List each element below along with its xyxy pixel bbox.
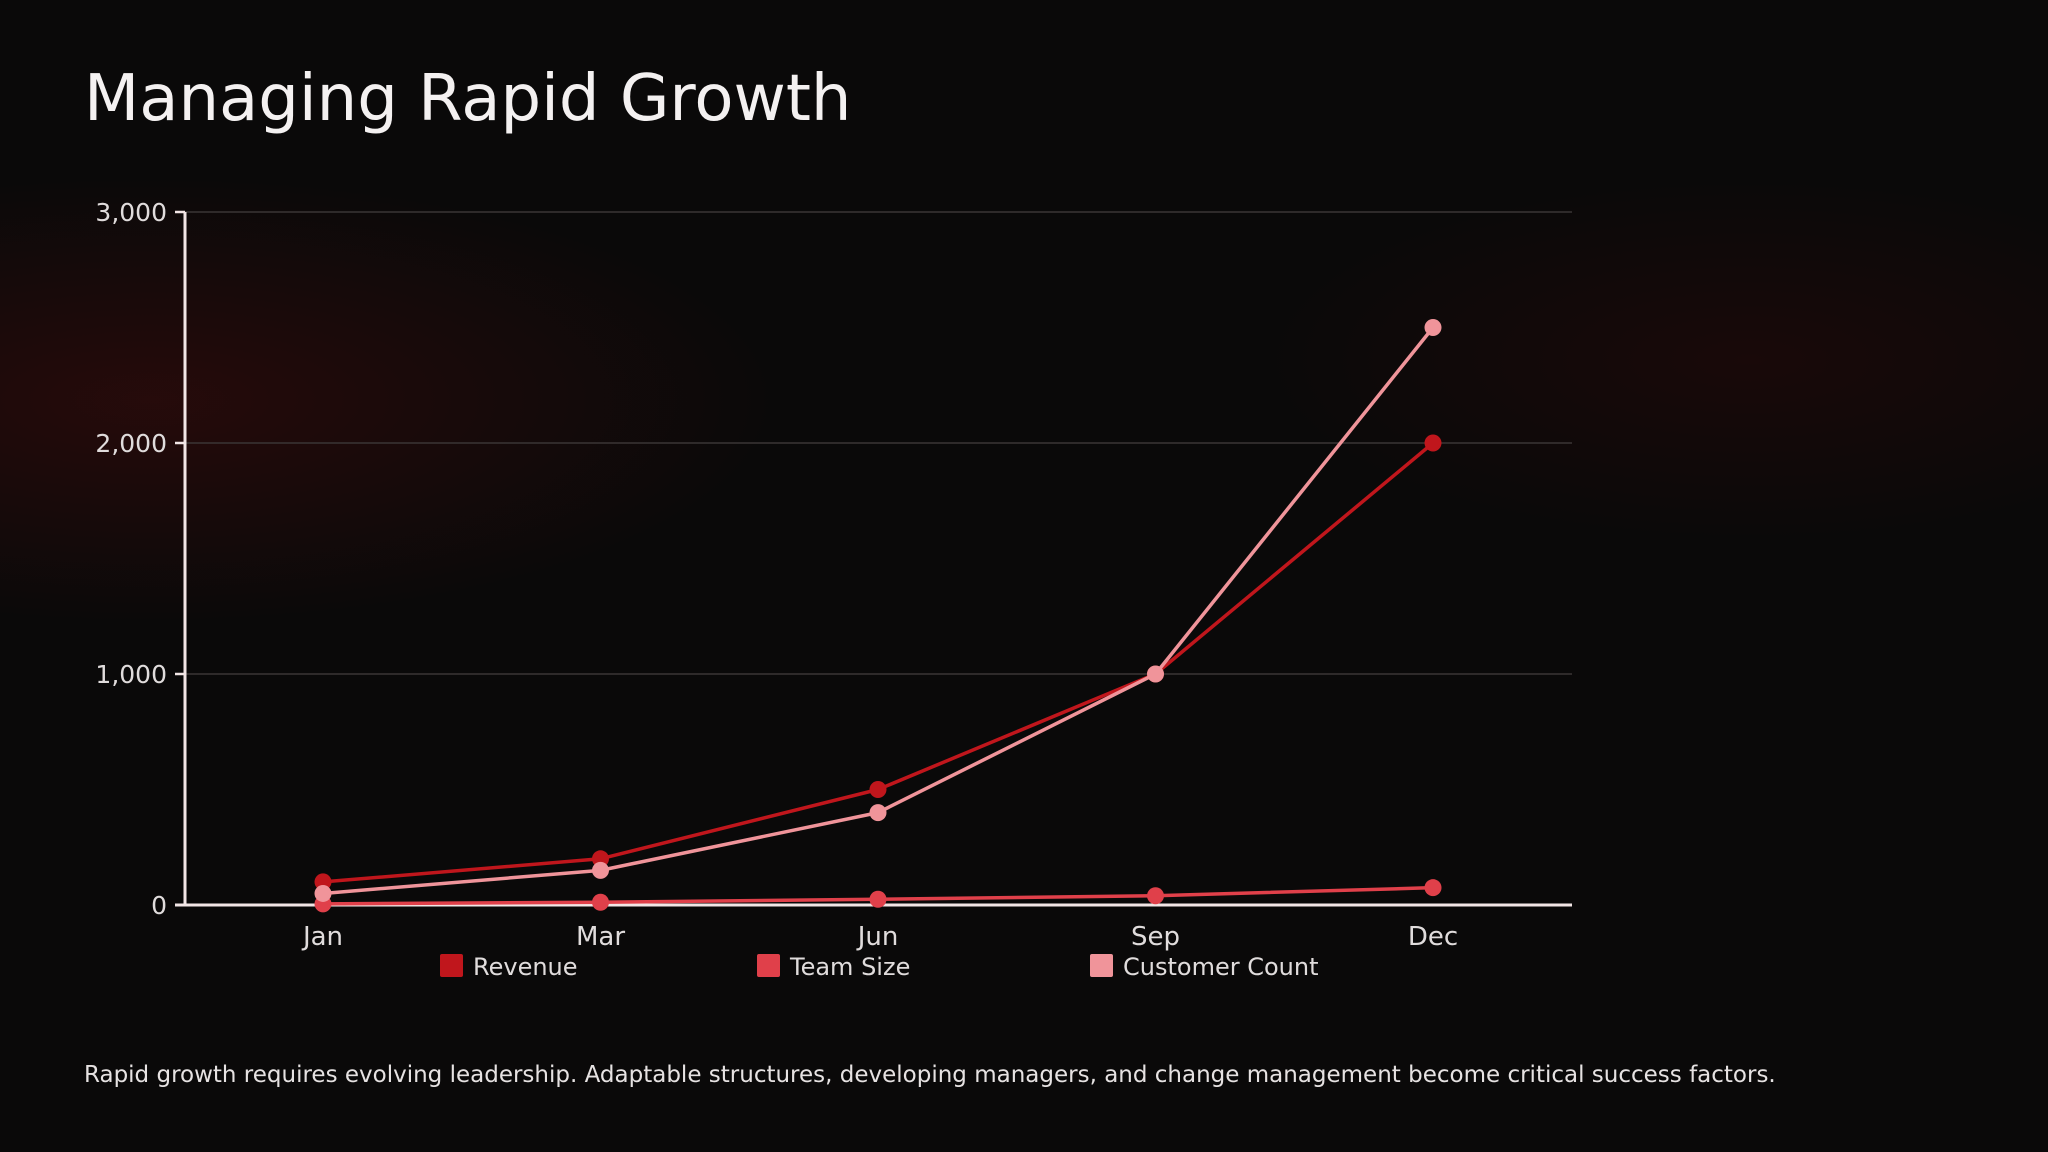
page-title: Managing Rapid Growth bbox=[84, 62, 852, 136]
legend-label: Customer Count bbox=[1123, 953, 1318, 981]
data-point bbox=[1424, 319, 1442, 336]
legend-swatch bbox=[757, 954, 780, 977]
legend-item: Team Size bbox=[757, 953, 910, 981]
legend-item: Revenue bbox=[440, 953, 578, 981]
x-tick-label: Sep bbox=[1131, 922, 1180, 952]
legend-label: Team Size bbox=[789, 953, 910, 981]
x-tick-label: Dec bbox=[1408, 922, 1458, 952]
data-point bbox=[1147, 887, 1164, 905]
data-point bbox=[869, 781, 887, 798]
data-point bbox=[1424, 434, 1442, 452]
legend-item: Customer Count bbox=[1090, 953, 1318, 981]
grid-lines bbox=[185, 211, 1572, 675]
data-point bbox=[592, 893, 609, 911]
y-tick-label: 2,000 bbox=[95, 429, 167, 458]
data-point bbox=[314, 884, 332, 902]
legend: Revenue Team Size Customer Count bbox=[440, 953, 1318, 981]
data-point bbox=[592, 861, 609, 879]
data-point bbox=[1424, 879, 1442, 897]
series-customer-count bbox=[314, 319, 1442, 902]
series-team-size bbox=[314, 879, 1442, 913]
y-tick-label: 3,000 bbox=[95, 198, 167, 227]
data-point bbox=[869, 804, 887, 822]
caption-text: Rapid growth requires evolving leadershi… bbox=[84, 1062, 1776, 1088]
series-lines bbox=[314, 319, 1442, 913]
data-point bbox=[1147, 665, 1164, 683]
x-tick-labels: Jan Mar Jun Sep Dec bbox=[301, 922, 1458, 952]
x-tick-label: Jun bbox=[856, 922, 899, 952]
legend-swatch bbox=[440, 954, 463, 977]
legend-label: Revenue bbox=[473, 953, 578, 981]
legend-swatch bbox=[1090, 954, 1113, 977]
y-tick-label: 0 bbox=[151, 891, 167, 920]
y-tick-label: 1,000 bbox=[95, 660, 167, 689]
x-tick-label: Jan bbox=[301, 922, 343, 952]
axes: 0 1,000 2,000 3,000 bbox=[95, 198, 1572, 920]
x-tick-label: Mar bbox=[576, 922, 625, 952]
series-revenue bbox=[314, 434, 1442, 891]
data-point bbox=[869, 890, 887, 908]
